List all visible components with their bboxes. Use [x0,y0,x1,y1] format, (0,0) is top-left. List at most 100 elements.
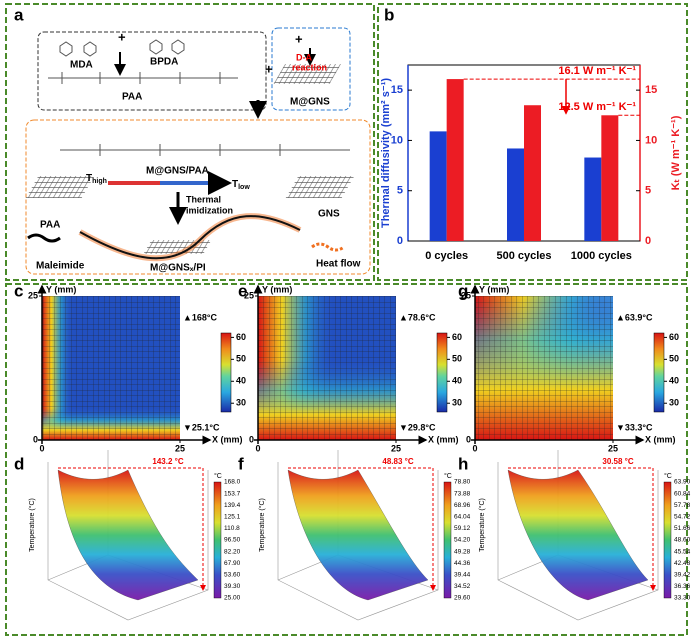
y-tick-label: 10 [391,134,403,146]
label: imidization [186,205,233,215]
surface [287,469,429,601]
bar [524,105,541,241]
peak-label: 30.58 °C [602,457,633,466]
colorbar-tick-label: 39.44 [454,572,471,579]
colorbar-tick-label: 60 [452,332,462,342]
x-axis-label: X (mm) [645,434,676,444]
label: M@GNSₓ/PI [150,263,206,274]
y2-tick-label: 15 [645,84,657,96]
key: PAA [40,220,60,231]
colorbar-tick-label: 40 [669,376,679,386]
x-axis-label: X (mm) [212,434,243,444]
colorbar-tick-label: 73.88 [454,490,471,497]
bar [601,115,619,241]
colorbar-tick-label: 50 [236,354,246,364]
colorbar-tick-label: 82.20 [224,548,241,555]
z-axis-label: Temperature (°C) [478,498,486,552]
colorbar-tick-label: 34.52 [454,583,471,590]
colorbar-tick-label: 30 [236,398,246,408]
colorbar-tick-label: 39.30 [224,583,241,590]
t-sub: high [92,178,107,185]
x-tick-label: 0 [255,443,260,453]
colorbar-tick-label: 139.4 [224,502,241,509]
y-axis-label: Y (mm) [262,284,292,294]
panel-label: h [458,454,468,473]
y-tick-label: 25 [244,290,254,300]
peak-label: 143.2 °C [152,457,183,466]
label: reaction [292,62,327,72]
annotation: 16.1 W m⁻¹ K⁻¹ [558,65,636,77]
heatmap [258,296,396,440]
colorbar-tick-label: 29.60 [454,595,471,602]
colorbar-tick-label: 168.0 [224,479,241,486]
bar [507,148,524,241]
panel-label: e [238,281,247,300]
y-tick-label: 0 [397,235,403,247]
heatmap [42,296,180,440]
colorbar-tick-label: 33.30 [674,595,691,602]
panel-label: b [384,5,394,24]
y-tick-label: 25 [28,290,38,300]
x-tick-label: 25 [391,443,401,453]
min-label: ▼33.3°C [616,422,653,432]
colorbar-tick-label: 50 [669,354,679,364]
max-label: ▲168°C [183,312,218,322]
panel-label: a [14,5,24,24]
surface [57,469,199,601]
bar [584,157,602,241]
plus: + [118,29,126,44]
panel-label: c [14,281,23,300]
colorbar-tick-label: 64.04 [454,514,471,521]
heatmap-cells [42,296,180,440]
colorbar [663,481,672,599]
peak-label: 48.83 °C [382,457,413,466]
y2-tick-label: 10 [645,134,657,146]
label: MDA [70,60,93,71]
colorbar [443,481,452,599]
label: M@GNS [290,97,330,108]
colorbar-tick-label: 30 [669,398,679,408]
colorbar-tick-label: 39.42 [674,572,691,579]
colorbar-tick-label: 40 [236,376,246,386]
x-tick-label: 25 [175,443,185,453]
colorbar-tick-label: 36.36 [674,583,691,590]
y-axis-label: Y (mm) [479,284,509,294]
label: PAA [122,92,142,103]
colorbar [220,332,232,413]
colorbar [653,332,665,413]
colorbar [436,332,448,413]
colorbar-tick-label: 50 [452,354,462,364]
colorbar-tick-label: 30 [452,398,462,408]
y-tick-label: 0 [466,434,471,444]
colorbar-tick-label: 42.48 [674,560,691,567]
colorbar-tick-label: 48.60 [674,537,691,544]
x-tick-label: 0 [39,443,44,453]
min-label: ▼29.8°C [399,422,436,432]
y-axis-label: Y (mm) [46,284,76,294]
x-tick-label: 0 cycles [425,250,468,262]
colorbar-tick-label: 45.54 [674,548,691,555]
annotation: 12.5 W m⁻¹ K⁻¹ [558,101,636,113]
label: Thermal [186,194,221,204]
colorbar-tick-label: 60.84 [674,490,691,497]
surface [507,469,649,601]
colorbar-tick-label: 53.60 [224,572,241,579]
colorbar-tick-label: 49.28 [454,548,471,555]
label: M@GNS/PAA [146,166,209,177]
z-axis-label: Temperature (°C) [28,498,36,552]
key: GNS [318,209,340,220]
colorbar-unit: °C [214,472,222,480]
y-tick-label: 5 [397,185,403,197]
colorbar-tick-label: 125.1 [224,514,241,521]
z-axis-label: Temperature (°C) [258,498,266,552]
panel-label: f [238,454,244,473]
heatmap [475,296,613,440]
colorbar-tick-label: 60 [236,332,246,342]
plus: + [265,61,273,76]
label: Tlow [232,179,250,191]
key: Maleimide [36,261,85,272]
y-tick-label: 15 [391,84,403,96]
y2-tick-label: 5 [645,185,651,197]
colorbar-tick-label: 59.12 [454,525,471,532]
